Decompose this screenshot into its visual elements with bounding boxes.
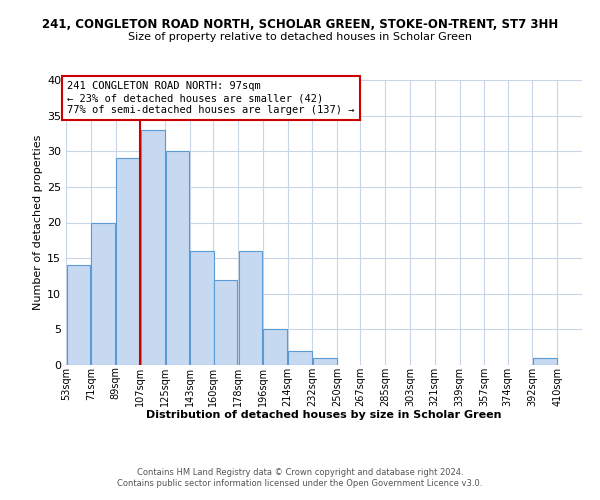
Text: Size of property relative to detached houses in Scholar Green: Size of property relative to detached ho… <box>128 32 472 42</box>
Bar <box>67 265 90 365</box>
Bar <box>190 251 214 365</box>
Bar <box>214 280 238 365</box>
Bar <box>239 251 262 365</box>
X-axis label: Distribution of detached houses by size in Scholar Green: Distribution of detached houses by size … <box>146 410 502 420</box>
Bar <box>288 351 312 365</box>
Bar <box>141 130 164 365</box>
Bar <box>313 358 337 365</box>
Bar <box>91 222 115 365</box>
Bar <box>263 330 287 365</box>
Bar <box>116 158 140 365</box>
Text: 241 CONGLETON ROAD NORTH: 97sqm
← 23% of detached houses are smaller (42)
77% of: 241 CONGLETON ROAD NORTH: 97sqm ← 23% of… <box>67 82 355 114</box>
Bar <box>166 151 189 365</box>
Bar <box>533 358 557 365</box>
Text: 241, CONGLETON ROAD NORTH, SCHOLAR GREEN, STOKE-ON-TRENT, ST7 3HH: 241, CONGLETON ROAD NORTH, SCHOLAR GREEN… <box>42 18 558 30</box>
Y-axis label: Number of detached properties: Number of detached properties <box>33 135 43 310</box>
Text: Contains HM Land Registry data © Crown copyright and database right 2024.
Contai: Contains HM Land Registry data © Crown c… <box>118 468 482 487</box>
